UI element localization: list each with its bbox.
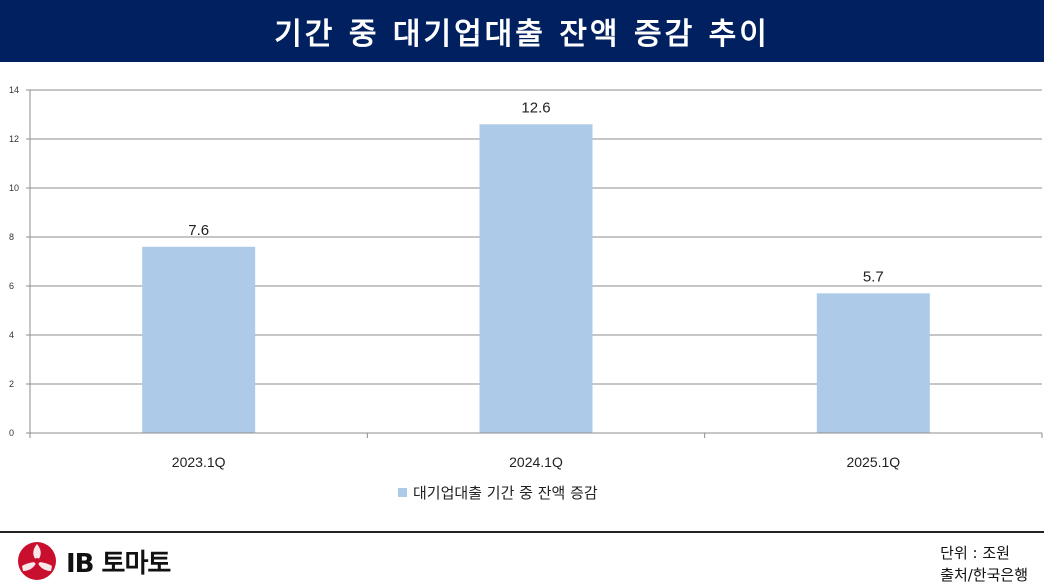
x-tick-label: 2023.1Q: [172, 454, 226, 470]
axes: [26, 89, 1043, 438]
y-tick-label: 2: [9, 379, 14, 389]
y-tick-label: 6: [9, 281, 14, 291]
logo-text: IB 토마토: [66, 548, 171, 579]
y-tick-label: 8: [9, 232, 14, 242]
y-tick-label: 4: [9, 330, 14, 340]
title-banner: 기간 중 대기업대출 잔액 증감 추이: [0, 0, 1044, 62]
data-label: 7.6: [188, 222, 209, 239]
bar-chart: 0 2 4 6 8 10 12 14 7.6 2023.1Q 12.6 2024.1Q 5.7 2025.…: [9, 85, 1043, 502]
data-label: 12.6: [521, 99, 550, 116]
source-note: 단위 : 조원 출처/한국은행: [940, 542, 1028, 586]
y-tick-label: 0: [9, 428, 14, 438]
ib-tomato-logo: IB 토마토: [16, 540, 171, 582]
y-tick-label: 14: [9, 85, 19, 95]
legend-swatch: [398, 488, 407, 497]
unit-note: 단위 : 조원: [940, 544, 1010, 562]
legend: 대기업대출 기간 중 잔액 증감: [398, 484, 598, 502]
bars: [142, 124, 930, 434]
data-label: 5.7: [863, 268, 884, 285]
legend-label: 대기업대출 기간 중 잔액 증감: [413, 484, 598, 502]
source-credit: 출처/한국은행: [940, 566, 1028, 584]
bar: [816, 293, 930, 433]
labels: 0 2 4 6 8 10 12 14 7.6 2023.1Q 12.6 2024.1Q 5.7 2025.…: [9, 85, 900, 470]
tomato-logo-icon: [18, 542, 56, 580]
y-tick-label: 10: [9, 183, 19, 193]
y-tick-label: 12: [9, 134, 19, 144]
footer-divider: [0, 531, 1044, 533]
x-tick-label: 2024.1Q: [509, 454, 563, 470]
x-tick-label: 2025.1Q: [846, 454, 900, 470]
bar: [142, 246, 256, 433]
chart-title: 기간 중 대기업대출 잔액 증감 추이: [274, 17, 770, 52]
bar: [479, 124, 593, 434]
